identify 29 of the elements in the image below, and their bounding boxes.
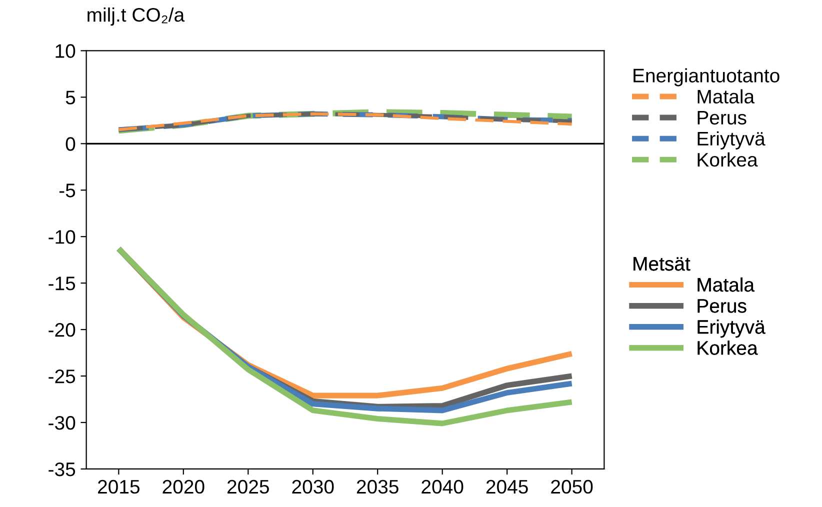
text: Energiantuotanto <box>634 68 780 86</box>
x-tick-label: 2045 <box>486 480 528 494</box>
x-tick-label: 2020 <box>162 480 204 494</box>
legend-label: Perus <box>698 299 746 313</box>
legend-label: Eriytyvä <box>698 320 766 338</box>
legend-label: Korkea <box>698 152 758 167</box>
x-tick-label: 2015 <box>98 480 140 494</box>
y-tick-label: -30 <box>48 416 76 430</box>
y-tick-label: -25 <box>48 369 76 384</box>
text: Metsät <box>634 257 690 271</box>
y-axis-title: milj.t CO₂/a <box>88 7 185 26</box>
y-tick-label: -35 <box>48 462 76 476</box>
x-tick-label: 2040 <box>422 480 464 494</box>
y-tick-label: -15 <box>48 276 76 290</box>
y-tick-label: 5 <box>66 90 76 104</box>
legend-label: Korkea <box>698 340 758 355</box>
y-tick-label: 0 <box>66 137 76 151</box>
y-tick-label: -5 <box>59 184 76 198</box>
legend-label: Matala <box>698 277 755 292</box>
legend-label: Perus <box>698 111 746 125</box>
y-tick-label: -10 <box>48 230 76 244</box>
y-tick-label: -20 <box>48 323 76 337</box>
x-tick-label: 2025 <box>227 480 269 494</box>
x-tick-label: 2050 <box>551 480 593 494</box>
x-tick-label: 2030 <box>292 480 334 494</box>
y-tick-label: 10 <box>56 44 76 58</box>
legend-label: Matala <box>698 89 755 104</box>
x-tick-label: 2035 <box>356 480 398 494</box>
legend-label: Eriytyvä <box>698 131 766 150</box>
